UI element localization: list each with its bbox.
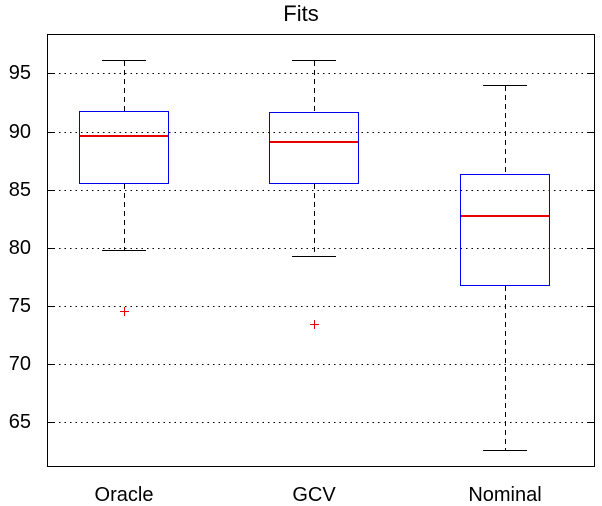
median-oracle <box>80 135 168 137</box>
y-gridline <box>48 132 594 133</box>
y-tick-left <box>48 132 54 133</box>
whisker-cap-lower-nominal <box>483 450 527 451</box>
outlier-marker-oracle <box>124 307 125 316</box>
y-tick-right <box>588 422 594 423</box>
y-tick-left <box>48 73 54 74</box>
whisker-cap-lower-gcv <box>292 256 336 257</box>
y-tick-label: 95 <box>8 62 31 84</box>
whisker-upper-gcv <box>314 61 315 112</box>
whisker-lower-oracle <box>124 184 125 250</box>
x-label-nominal: Nominal <box>468 484 542 506</box>
whisker-lower-gcv <box>314 184 315 256</box>
y-tick-left <box>48 364 54 365</box>
y-tick-label: 70 <box>8 353 31 375</box>
y-tick-label: 65 <box>8 411 31 433</box>
whisker-cap-upper-gcv <box>292 60 336 61</box>
whisker-cap-upper-nominal <box>483 85 527 86</box>
y-gridline <box>48 422 594 423</box>
box-gcv <box>269 112 359 184</box>
y-tick-right <box>588 364 594 365</box>
y-tick-left <box>48 306 54 307</box>
plot-area <box>47 34 595 467</box>
y-gridline <box>48 364 594 365</box>
x-label-oracle: Oracle <box>94 484 154 506</box>
y-tick-left <box>48 248 54 249</box>
whisker-lower-nominal <box>505 286 506 450</box>
box-oracle <box>79 111 169 184</box>
whisker-cap-upper-oracle <box>102 60 146 61</box>
whisker-upper-oracle <box>124 61 125 111</box>
y-gridline <box>48 190 594 191</box>
whisker-upper-nominal <box>505 86 506 174</box>
chart-title: Fits <box>283 1 319 26</box>
whisker-cap-lower-oracle <box>102 250 146 251</box>
y-tick-right <box>588 73 594 74</box>
y-tick-right <box>588 190 594 191</box>
outlier-marker-gcv <box>314 320 315 329</box>
y-tick-right <box>588 132 594 133</box>
y-gridline <box>48 73 594 74</box>
y-tick-label: 85 <box>8 179 31 201</box>
y-tick-left <box>48 422 54 423</box>
median-nominal <box>461 215 549 217</box>
median-gcv <box>270 141 358 143</box>
x-label-gcv: GCV <box>292 484 336 506</box>
y-tick-label: 75 <box>8 295 31 317</box>
y-tick-right <box>588 306 594 307</box>
y-tick-label: 90 <box>8 121 31 143</box>
y-tick-label: 80 <box>8 237 31 259</box>
y-gridline <box>48 248 594 249</box>
box-nominal <box>460 174 550 286</box>
y-gridline <box>48 306 594 307</box>
y-tick-right <box>588 248 594 249</box>
y-tick-left <box>48 190 54 191</box>
